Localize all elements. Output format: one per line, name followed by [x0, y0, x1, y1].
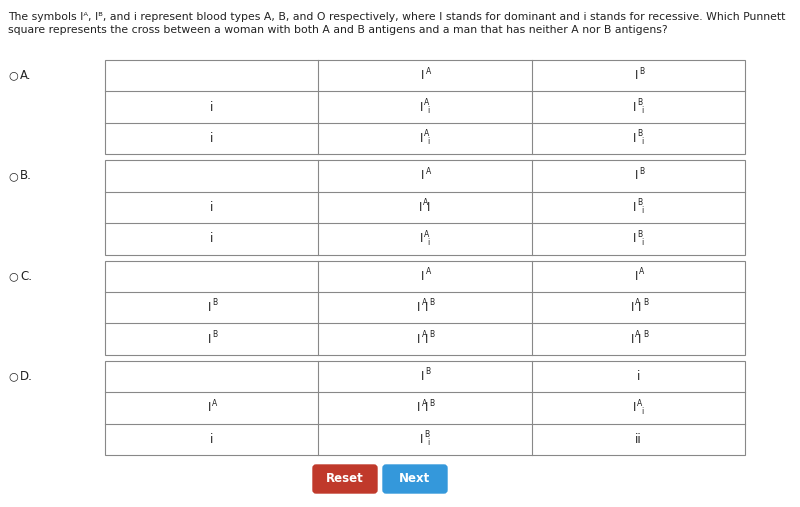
Text: B: B — [426, 367, 430, 376]
Text: I: I — [634, 169, 638, 183]
Text: i: i — [641, 206, 643, 215]
Text: square represents the cross between a woman with both A and B antigens and a man: square represents the cross between a wo… — [8, 25, 668, 35]
Text: i: i — [210, 232, 214, 245]
Text: Next: Next — [399, 473, 430, 486]
Text: i: i — [427, 238, 430, 247]
Text: I: I — [421, 69, 425, 82]
Text: i: i — [210, 100, 214, 114]
Text: I: I — [417, 333, 421, 346]
Text: I: I — [421, 370, 425, 383]
Text: i: i — [427, 137, 430, 147]
Text: I: I — [421, 270, 425, 283]
Text: I: I — [638, 301, 642, 314]
Text: i: i — [641, 407, 643, 416]
Text: I: I — [633, 402, 636, 414]
Text: B: B — [638, 198, 642, 207]
Text: B: B — [212, 299, 218, 307]
Text: A: A — [424, 98, 430, 107]
Text: ○: ○ — [8, 372, 18, 381]
Text: I: I — [419, 232, 423, 245]
Text: B: B — [642, 299, 648, 307]
Text: B: B — [639, 167, 644, 176]
Text: A: A — [635, 299, 640, 307]
Text: I: I — [426, 201, 430, 214]
Text: I: I — [633, 201, 636, 214]
Text: I: I — [417, 301, 421, 314]
Text: A: A — [422, 330, 427, 339]
Text: A: A — [426, 167, 430, 176]
Text: C.: C. — [20, 270, 32, 283]
Text: B: B — [638, 98, 642, 107]
Text: ○: ○ — [8, 271, 18, 281]
Text: B: B — [212, 330, 218, 339]
FancyBboxPatch shape — [313, 465, 377, 493]
Text: I: I — [425, 333, 428, 346]
Text: ○: ○ — [8, 70, 18, 81]
Text: B: B — [430, 299, 434, 307]
Text: i: i — [637, 370, 640, 383]
Text: I: I — [633, 232, 636, 245]
Bar — [105, 261, 745, 355]
Text: I: I — [630, 333, 634, 346]
Text: I: I — [208, 402, 211, 414]
Text: I: I — [425, 301, 428, 314]
Text: I: I — [425, 402, 428, 414]
Text: A: A — [638, 399, 642, 408]
Text: I: I — [421, 169, 425, 183]
Text: i: i — [210, 433, 214, 446]
Text: I: I — [419, 100, 423, 114]
Text: I: I — [634, 69, 638, 82]
Text: A: A — [423, 198, 429, 207]
Text: B: B — [639, 66, 644, 76]
Text: I: I — [419, 201, 422, 214]
Text: I: I — [417, 402, 421, 414]
Text: i: i — [427, 438, 430, 447]
Text: i: i — [641, 106, 643, 115]
Text: B: B — [430, 330, 434, 339]
Text: I: I — [419, 433, 423, 446]
Text: I: I — [633, 132, 636, 145]
Text: A: A — [426, 66, 430, 76]
Text: A: A — [422, 299, 427, 307]
Text: B: B — [424, 430, 429, 439]
Text: I: I — [419, 132, 423, 145]
Bar — [105, 160, 745, 255]
Text: i: i — [641, 137, 643, 147]
FancyBboxPatch shape — [383, 465, 447, 493]
Text: ○: ○ — [8, 171, 18, 181]
Text: I: I — [208, 333, 211, 346]
Text: i: i — [210, 201, 214, 214]
Text: I: I — [633, 100, 636, 114]
Text: D.: D. — [20, 370, 33, 383]
Text: I: I — [630, 301, 634, 314]
Text: I: I — [638, 333, 642, 346]
Text: I: I — [208, 301, 211, 314]
Text: A: A — [424, 129, 430, 138]
Bar — [105, 60, 745, 154]
Text: Reset: Reset — [326, 473, 364, 486]
Text: B: B — [638, 129, 642, 138]
Text: The symbols Iᴬ, Iᴮ, and i represent blood types A, B, and O respectively, where : The symbols Iᴬ, Iᴮ, and i represent bloo… — [8, 12, 786, 22]
Text: B.: B. — [20, 169, 32, 183]
Text: A: A — [212, 399, 218, 408]
Text: B: B — [430, 399, 434, 408]
Text: B: B — [642, 330, 648, 339]
Text: i: i — [641, 238, 643, 247]
Text: A: A — [424, 230, 430, 239]
Text: i: i — [210, 132, 214, 145]
Text: A: A — [639, 267, 644, 276]
Text: A: A — [426, 267, 430, 276]
Text: B: B — [638, 230, 642, 239]
Text: A: A — [635, 330, 640, 339]
Text: A: A — [422, 399, 427, 408]
Text: i: i — [427, 106, 430, 115]
Text: ii: ii — [635, 433, 642, 446]
Text: A.: A. — [20, 69, 31, 82]
Text: I: I — [634, 270, 638, 283]
Bar — [105, 361, 745, 455]
